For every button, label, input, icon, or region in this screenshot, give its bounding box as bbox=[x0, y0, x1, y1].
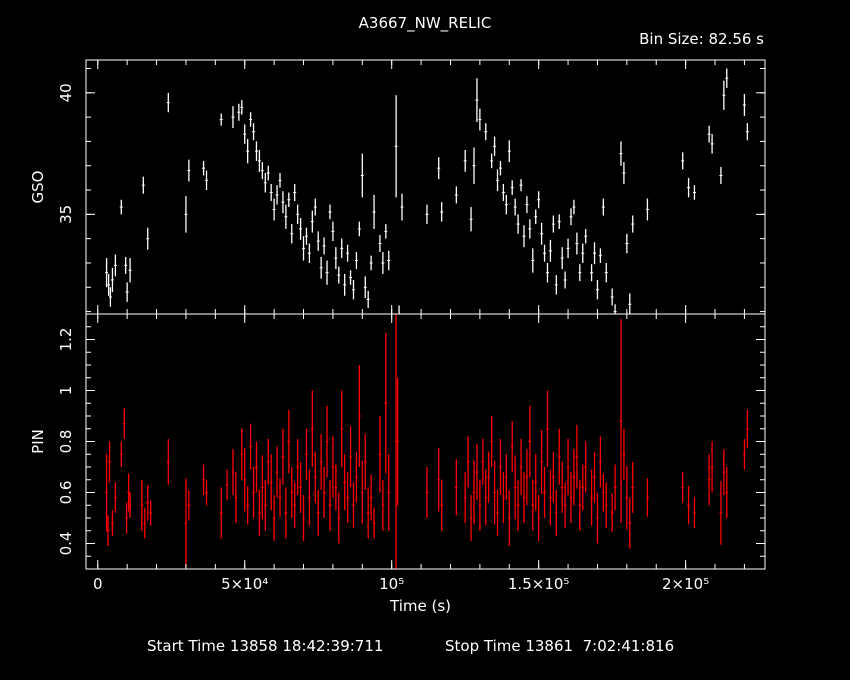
y-axis-label: GSO bbox=[29, 171, 47, 204]
y-tick-label: 1 bbox=[57, 386, 75, 396]
pin-panel: 0.4 0.6 0.8 1 1.2 PIN 0 5×10⁴ 10⁵ 1.5×10⁵ 2×10⁵ bbox=[29, 313, 766, 593]
panel-frame bbox=[85, 59, 766, 315]
gso-panel: 35 40 GSO bbox=[29, 59, 766, 315]
x-tick-label: 1.5×10⁵ bbox=[508, 575, 570, 593]
y-tick-label: 0.8 bbox=[57, 430, 75, 454]
panel-frame bbox=[85, 313, 766, 570]
y-tick-label: 0.4 bbox=[57, 532, 75, 556]
y-tick-label: 35 bbox=[57, 205, 75, 224]
x-tick-label: 10⁵ bbox=[379, 575, 404, 593]
bin-size-label: Bin Size: 82.56 s bbox=[639, 30, 764, 48]
stop-time: Stop Time 13861 7:02:41:816 bbox=[445, 637, 675, 655]
chart-title: A3667_NW_RELIC bbox=[358, 14, 492, 32]
start-time: Start Time 13858 18:42:39:711 bbox=[147, 637, 384, 655]
y-tick-label: 40 bbox=[57, 83, 75, 102]
y-axis-label: PIN bbox=[29, 429, 47, 454]
x-axis-label: Time (s) bbox=[390, 597, 451, 615]
y-tick-label: 1.2 bbox=[57, 328, 75, 352]
y-tick-label: 0.6 bbox=[57, 481, 75, 505]
x-tick-label: 0 bbox=[93, 575, 103, 593]
x-tick-label: 5×10⁴ bbox=[221, 575, 268, 593]
x-tick-label: 2×10⁵ bbox=[662, 575, 709, 593]
